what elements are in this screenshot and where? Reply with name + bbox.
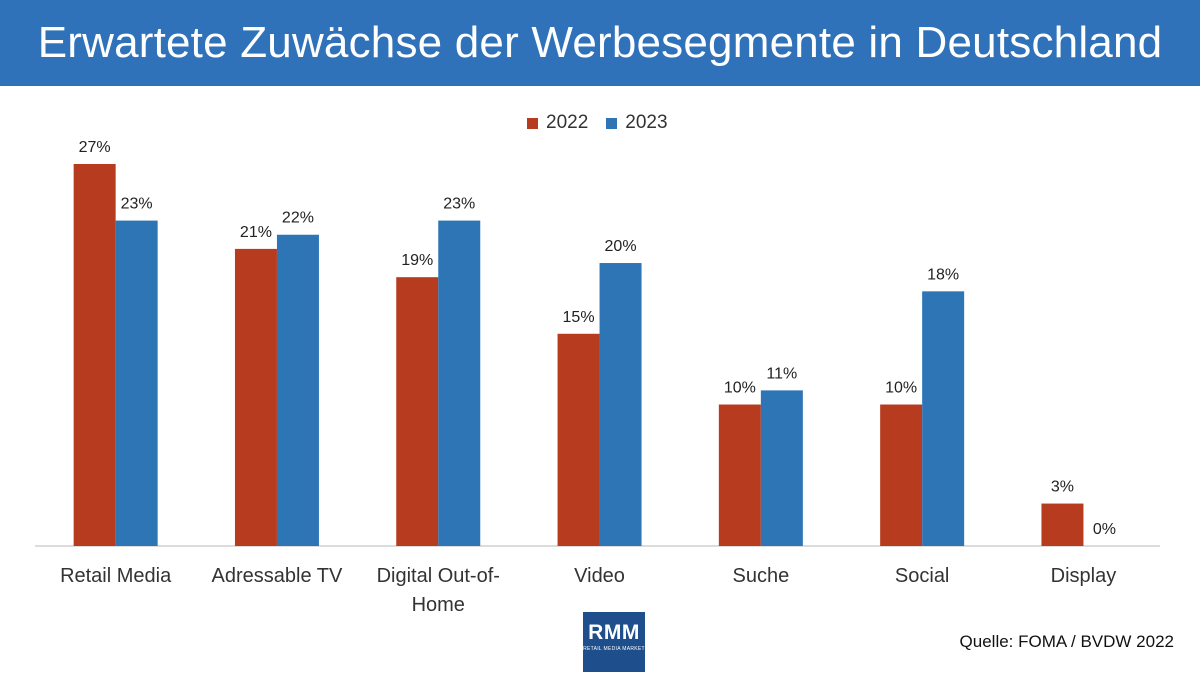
category-label-2-line1: Home (412, 594, 465, 616)
data-label-2023-2: 23% (443, 196, 475, 213)
data-label-2022-1: 21% (240, 224, 272, 241)
bar-2023-2 (438, 220, 481, 546)
data-label-2022-5: 10% (885, 380, 917, 397)
logo-subtext: RETAIL MEDIA MARKET (583, 646, 645, 652)
bar-2023-1 (276, 234, 319, 547)
bar-chart: 27% 23% Retail Media 21% 22% Adressable TV 19%… (35, 139, 1160, 616)
category-label-6: Display (1051, 565, 1117, 587)
category-label-5: Social (895, 565, 949, 587)
data-label-2023-6: 0% (1093, 521, 1116, 538)
logo-text: RMM (588, 621, 640, 644)
data-label-2022-3: 15% (563, 309, 595, 326)
bar-2023-5 (922, 291, 965, 546)
title-bar: Erwartete Zuwächse der Werbesegmente in … (0, 0, 1200, 86)
data-label-2022-0: 27% (79, 139, 111, 156)
legend-swatch-2023 (606, 117, 618, 129)
legend-label-2023: 2023 (625, 112, 668, 133)
rmm-logo: RMM RETAIL MEDIA MARKET (583, 612, 645, 672)
bar-2022-5 (880, 404, 923, 546)
data-label-2023-0: 23% (121, 196, 153, 213)
category-label-1: Adressable TV (212, 565, 343, 587)
bar-2023-3 (599, 263, 642, 546)
legend-swatch-2022 (527, 117, 538, 129)
bar-2022-1 (234, 248, 277, 546)
bar-2022-4 (718, 404, 761, 546)
legend-label-2022: 2022 (546, 112, 589, 133)
category-label-2: Digital Out-of- (377, 565, 500, 587)
legend-item-2023: 2023 (606, 112, 668, 134)
bar-2023-4 (760, 390, 803, 546)
bar-2022-0 (73, 164, 116, 546)
page-title: Erwartete Zuwächse der Werbesegmente in … (37, 18, 1163, 67)
category-label-3: Video (574, 565, 625, 587)
category-label-4: Suche (732, 565, 789, 587)
data-label-2023-1: 22% (282, 210, 314, 227)
data-label-2023-5: 18% (927, 266, 959, 283)
data-label-2023-4: 11% (766, 365, 797, 382)
data-label-2022-4: 10% (724, 380, 756, 397)
chart-legend: 2022 2023 (527, 112, 668, 134)
bar-2022-6 (1041, 503, 1084, 546)
source-note: Quelle: FOMA / BVDW 2022 (959, 632, 1174, 651)
data-label-2023-3: 20% (605, 238, 637, 255)
category-label-0: Retail Media (60, 565, 172, 587)
bar-2022-2 (396, 277, 439, 546)
data-label-2022-2: 19% (401, 252, 433, 269)
bar-2023-0 (115, 220, 158, 546)
legend-item-2022: 2022 (527, 112, 588, 134)
data-label-2022-6: 3% (1051, 479, 1074, 496)
bar-2022-3 (557, 333, 600, 546)
